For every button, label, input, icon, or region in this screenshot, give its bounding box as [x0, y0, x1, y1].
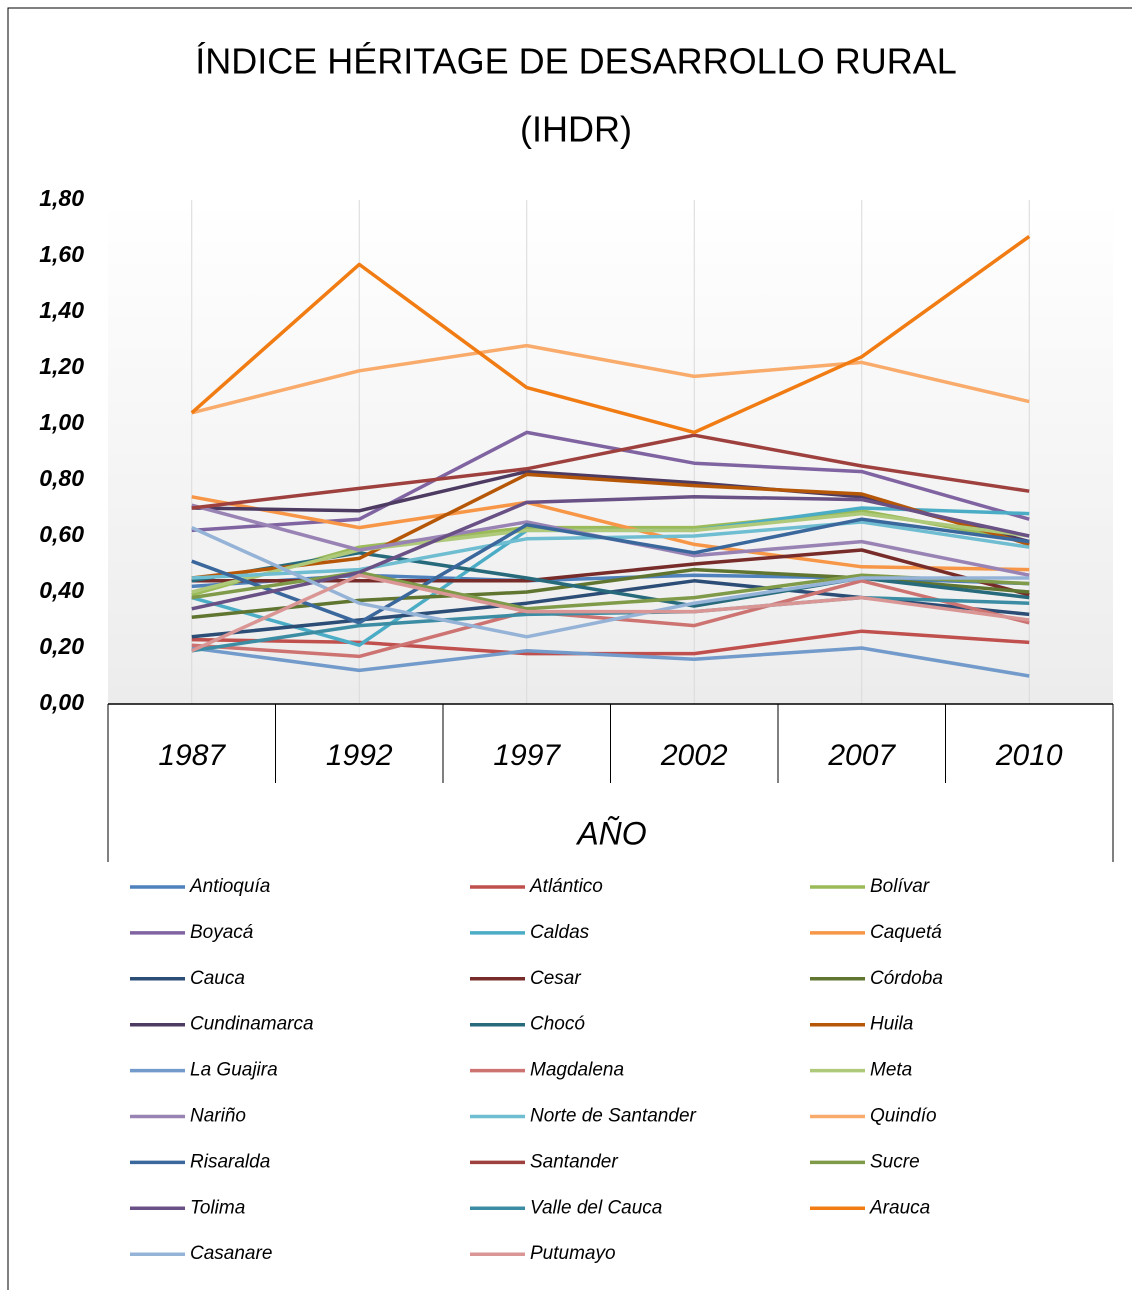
chart-border	[7, 7, 1132, 1290]
legend-label: Cesar	[530, 968, 581, 989]
legend-label: Arauca	[869, 1197, 930, 1218]
legend-label: Córdoba	[870, 968, 943, 989]
legend-label: Sucre	[870, 1151, 920, 1172]
legend-label: Valle del Cauca	[530, 1197, 662, 1218]
legend-label: Santander	[530, 1151, 618, 1172]
legend-label: Risaralda	[190, 1151, 270, 1172]
chart-subtitle: (IHDR)	[520, 109, 632, 150]
legend-label: Bolívar	[870, 876, 930, 897]
series-line	[191, 495, 1030, 611]
y-tick-label: 1,40	[39, 297, 84, 323]
x-tick-label: 1992	[326, 739, 393, 772]
legend-label: Cauca	[190, 968, 245, 989]
series-line	[191, 526, 1030, 639]
legend-label: Magdalena	[530, 1060, 624, 1081]
y-tick-label: 0,40	[39, 577, 84, 603]
legend-label: Huila	[870, 1014, 913, 1035]
legend-label: Caquetá	[870, 922, 942, 943]
legend-label: Antioquía	[189, 876, 270, 897]
legend-label: Chocó	[530, 1014, 585, 1035]
legend-label: Caldas	[530, 922, 590, 943]
x-tick-label: 1997	[493, 739, 561, 772]
y-tick-label: 1,20	[39, 353, 84, 379]
legend-label: Boyacá	[190, 922, 253, 943]
series-line	[191, 495, 1030, 572]
x-tick-label: 1987	[158, 739, 226, 772]
y-tick-label: 0,60	[39, 521, 84, 547]
series-line	[191, 573, 1030, 653]
legend-label: Nariño	[190, 1106, 246, 1127]
legend-label: Norte de Santander	[530, 1106, 697, 1127]
legend-label: Casanare	[190, 1243, 272, 1264]
x-tick-label: 2002	[660, 739, 728, 772]
series-line	[191, 517, 1030, 625]
series-line	[191, 511, 1030, 594]
series-line	[191, 472, 1030, 580]
series-line	[190, 234, 1031, 435]
y-tick-label: 0,00	[39, 689, 84, 715]
legend-label: La Guajira	[190, 1060, 278, 1081]
legend-label: Cundinamarca	[190, 1014, 314, 1035]
series-line	[191, 343, 1030, 415]
y-tick-label: 1,60	[39, 241, 84, 267]
x-tick-label: 2010	[995, 739, 1063, 772]
legend-label: Atlántico	[529, 876, 603, 897]
x-axis-title: AÑO	[575, 815, 646, 851]
legend-label: Tolima	[190, 1197, 245, 1218]
series-line	[191, 646, 1030, 678]
legend-label: Quindío	[870, 1106, 937, 1127]
y-tick-label: 1,00	[39, 409, 84, 435]
series-line	[191, 433, 1030, 510]
legend-label: Meta	[870, 1060, 912, 1081]
y-tick-label: 0,80	[39, 465, 84, 491]
y-tick-label: 0,20	[39, 633, 84, 659]
series-line	[191, 548, 1030, 597]
legend-label: Putumayo	[530, 1243, 616, 1264]
chart-title: ÍNDICE HÉRITAGE DE DESARROLLO RURAL	[195, 41, 956, 82]
y-tick-label: 1,80	[39, 185, 84, 211]
x-tick-label: 2007	[827, 739, 896, 772]
